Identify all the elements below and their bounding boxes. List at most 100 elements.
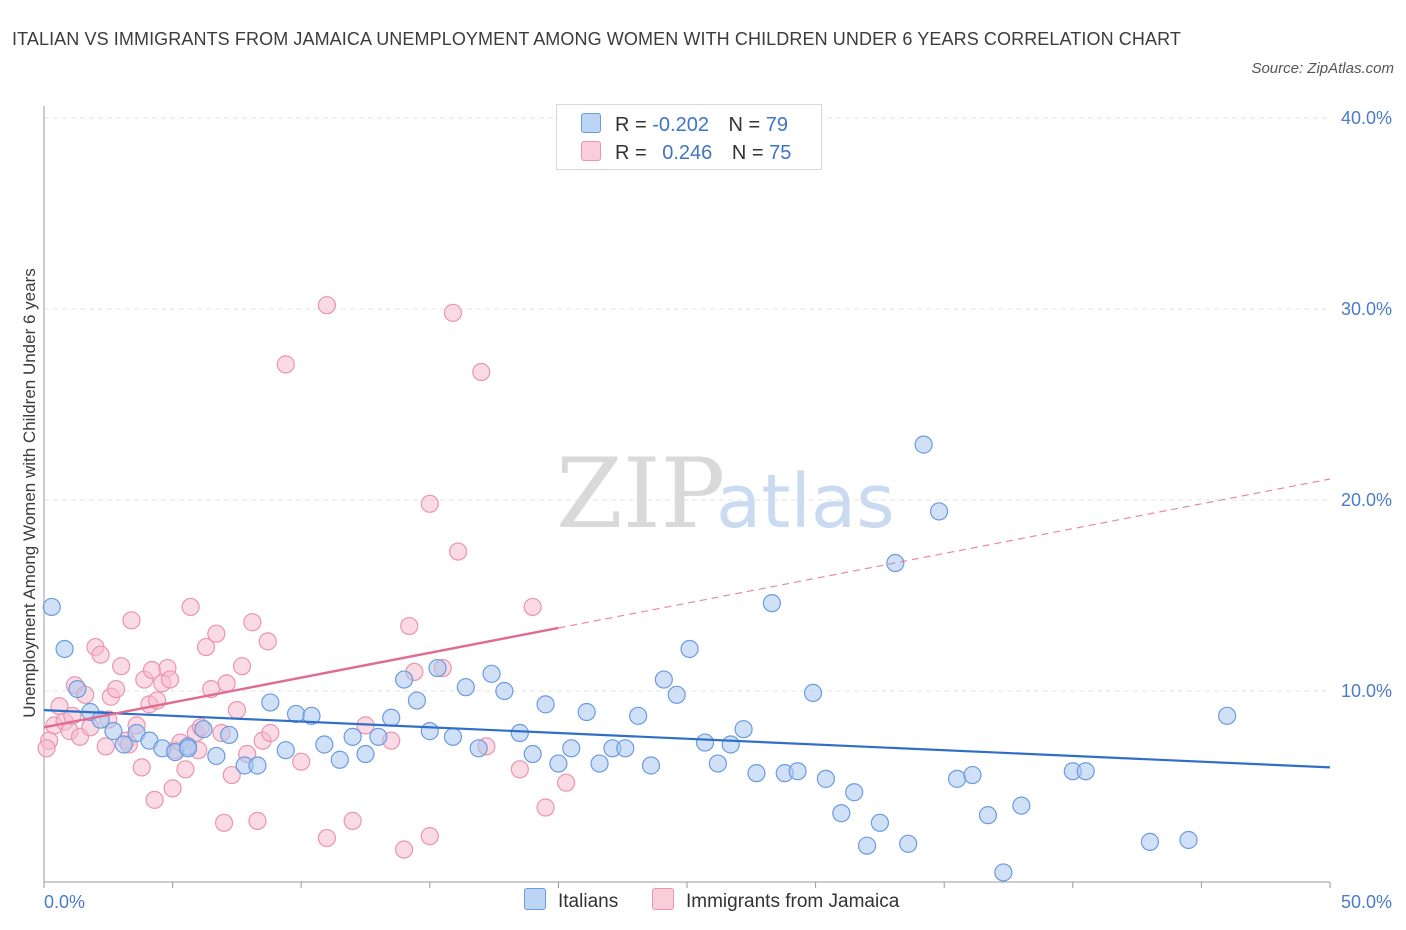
- jamaica-point: [448, 542, 468, 561]
- italians-point: [680, 639, 699, 659]
- italians-point: [747, 764, 766, 783]
- watermark: ZIP atlas: [556, 438, 895, 550]
- italians-point: [456, 678, 475, 697]
- italians-point: [616, 739, 635, 758]
- chart-title: ITALIAN VS IMMIGRANTS FROM JAMAICA UNEMP…: [12, 29, 1181, 49]
- legend-r-value-italians: -0.202: [652, 114, 709, 136]
- jamaica-point: [163, 779, 182, 798]
- italians-point: [1140, 832, 1160, 851]
- italians-point: [343, 727, 362, 746]
- legend-n-value-jamaica: 75: [769, 142, 792, 164]
- italians-point: [510, 723, 529, 743]
- italians-point: [994, 863, 1013, 882]
- jamaica-point: [472, 362, 491, 382]
- italians-point: [330, 750, 349, 769]
- jamaica-point: [317, 828, 337, 848]
- italians-point: [302, 706, 321, 725]
- jamaica-points: [37, 296, 576, 859]
- italians-point: [286, 704, 306, 724]
- italians-point: [469, 739, 488, 758]
- italians-point: [562, 739, 581, 758]
- correlation-legend: R = -0.202 N = 79 R = 0.246 N = 75: [556, 104, 822, 170]
- legend-n-label: N =: [731, 142, 764, 164]
- italians-legend-swatch: [524, 888, 546, 910]
- italians-point: [42, 597, 61, 617]
- jamaica-point: [394, 840, 414, 859]
- watermark-atlas: atlas: [716, 459, 895, 545]
- jamaica-point: [176, 760, 195, 779]
- italians-point: [369, 727, 388, 746]
- jamaica-point: [420, 494, 439, 513]
- italians-point: [207, 746, 226, 766]
- italians-point: [929, 502, 949, 521]
- italians-point: [816, 769, 835, 788]
- italians-point: [549, 754, 568, 773]
- bottom-legend-jamaica: Immigrants from Jamaica: [652, 888, 899, 913]
- jamaica-trend-extension: [558, 478, 1331, 629]
- italians-point: [276, 741, 295, 760]
- italians-point: [870, 813, 890, 832]
- legend-row-jamaica: R = 0.246 N = 75: [581, 141, 791, 165]
- jamaica-point: [37, 739, 56, 758]
- jamaica-point: [536, 798, 555, 817]
- italians-point: [220, 725, 239, 745]
- jamaica-legend-label: Immigrants from Jamaica: [686, 891, 900, 912]
- italians-point: [495, 681, 514, 701]
- y-tick-label: 10.0%: [1341, 681, 1392, 701]
- tick-labels: 10.0% 20.0% 30.0% 40.0% 0.0% 50.0%: [44, 108, 1392, 912]
- italians-point: [788, 762, 807, 781]
- italians-point: [394, 670, 414, 689]
- jamaica-point: [160, 670, 180, 689]
- italians-point: [978, 806, 998, 825]
- jamaica-point: [557, 773, 576, 792]
- italians-points: [42, 435, 1237, 882]
- italians-point: [248, 756, 267, 775]
- italians-point: [1076, 762, 1095, 781]
- italians-point: [178, 739, 198, 758]
- jamaica-point: [181, 597, 200, 617]
- legend-r-label: R =: [615, 142, 647, 164]
- x-tick-label: 0.0%: [44, 892, 85, 912]
- jamaica-point: [145, 790, 164, 809]
- italians-point: [857, 836, 877, 855]
- italians-point: [886, 553, 905, 573]
- italians-point: [114, 735, 133, 754]
- jamaica-point: [196, 637, 216, 657]
- italians-trend-line: [43, 709, 1331, 769]
- jamaica-point: [243, 613, 262, 632]
- italians-point: [629, 706, 648, 725]
- jamaica-point: [343, 811, 362, 830]
- jamaica-point: [217, 674, 236, 693]
- legend-r-label: R =: [615, 114, 647, 136]
- italians-point: [407, 691, 427, 710]
- italians-point: [963, 765, 982, 785]
- italians-point: [721, 735, 740, 754]
- jamaica-point: [227, 700, 246, 720]
- jamaica-point: [91, 645, 110, 664]
- italians-point: [428, 658, 447, 678]
- jamaica-point: [112, 657, 131, 676]
- jamaica-point: [523, 597, 542, 617]
- jamaica-point: [122, 611, 141, 630]
- y-axis-label: Unemployment Among Women with Children U…: [20, 268, 39, 717]
- bottom-legend-italians: Italians: [524, 888, 618, 913]
- jamaica-point: [232, 657, 252, 676]
- source-label: Source: ZipAtlas.com: [1251, 60, 1394, 77]
- italians-point: [104, 722, 123, 741]
- x-tick-label: 50.0%: [1341, 892, 1392, 912]
- italians-point: [382, 708, 401, 727]
- italians-point: [667, 685, 686, 704]
- italians-point: [55, 639, 74, 659]
- grid-lines: [44, 117, 1330, 692]
- jamaica-point: [96, 737, 115, 756]
- italians-point: [641, 756, 661, 775]
- jamaica-point: [292, 752, 311, 771]
- italians-point: [832, 804, 851, 823]
- trend-lines: [43, 478, 1331, 769]
- italians-point: [1012, 796, 1031, 815]
- jamaica-point: [214, 813, 234, 832]
- italians-point: [845, 783, 864, 802]
- italians-point: [68, 679, 87, 699]
- italians-legend-label: Italians: [558, 891, 619, 912]
- jamaica-point: [510, 760, 529, 779]
